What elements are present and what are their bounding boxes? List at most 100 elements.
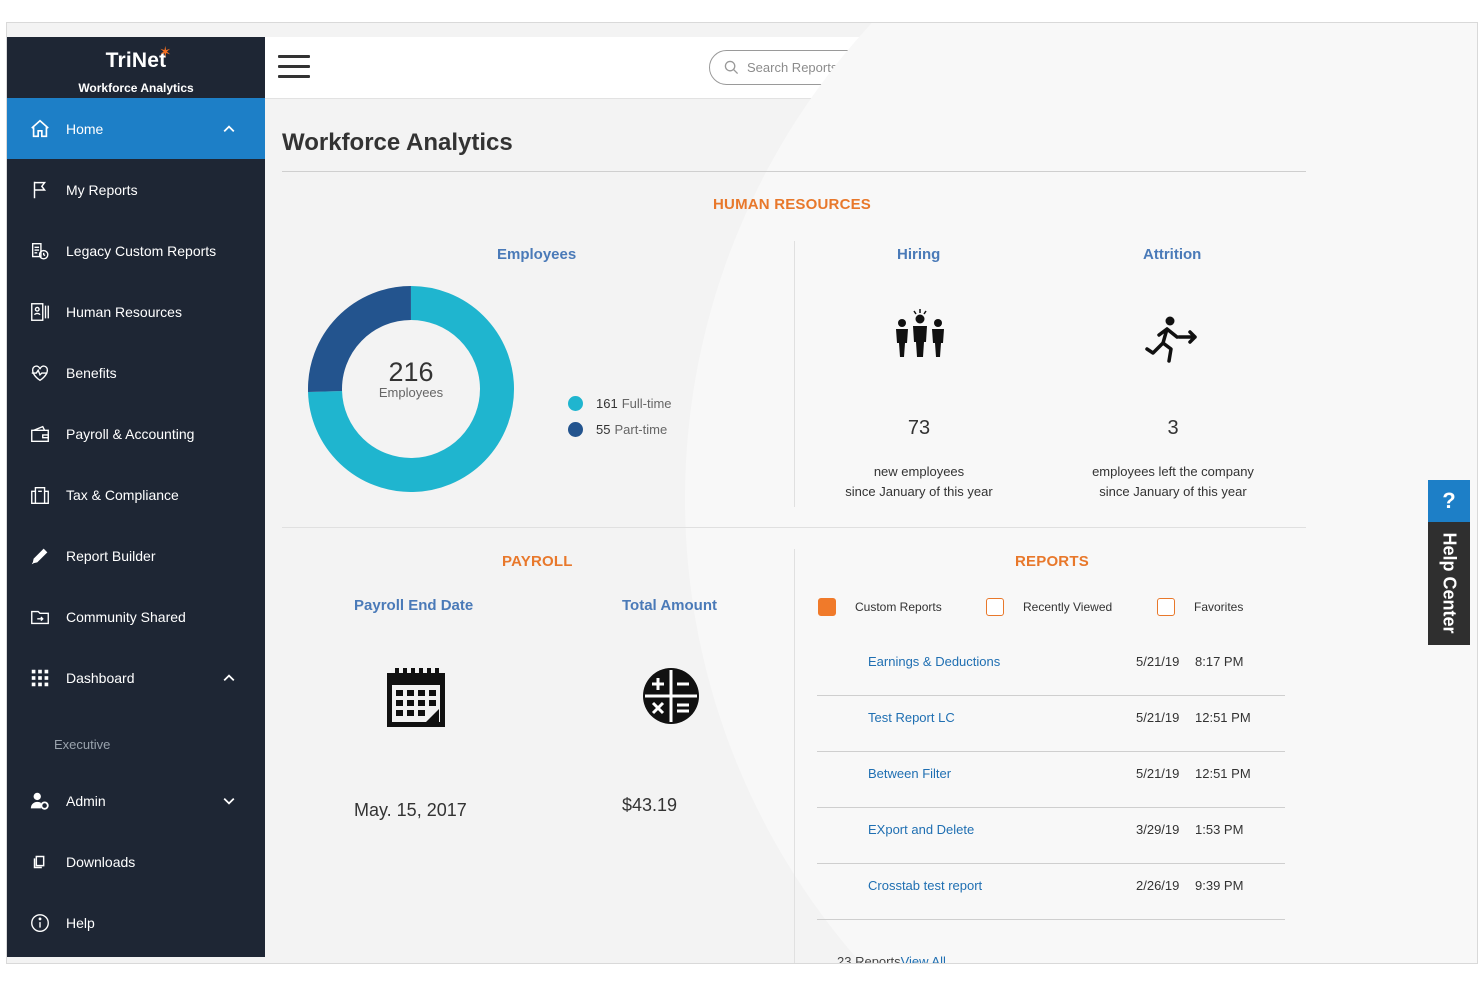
table-row[interactable]: Between Filter 5/21/19 12:51 PM [817, 752, 1285, 808]
brand-product: Workforce Analytics [78, 81, 194, 95]
report-link[interactable]: Earnings & Deductions [868, 654, 1001, 669]
sidebar-item-label: Downloads [66, 853, 136, 870]
shared-folder-icon [29, 606, 51, 628]
sidebar-item-help[interactable]: Help [7, 892, 265, 953]
sidebar-item-label: Community Shared [66, 608, 186, 625]
hr-section-title: HUMAN RESOURCES [713, 196, 872, 213]
help-center-label: Help Center [1439, 532, 1460, 634]
parttime-dot [568, 422, 583, 437]
report-date: 2/26/19 [1136, 878, 1180, 893]
search-box[interactable] [709, 50, 938, 85]
sidebar-item-label: My Reports [66, 181, 138, 198]
sidebar-item-report-builder[interactable]: Report Builder [7, 525, 265, 586]
table-row[interactable]: Test Report LC 5/21/19 12:51 PM [817, 696, 1285, 752]
report-link[interactable]: EXport and Delete [868, 822, 975, 837]
report-time: 12:51 PM [1195, 766, 1251, 781]
parttime-arc [308, 286, 412, 392]
sidebar-item-benefits[interactable]: Benefits [7, 342, 265, 403]
report-time: 8:17 PM [1195, 654, 1244, 669]
notification-bell-icon[interactable] [1232, 55, 1258, 83]
sidebar-item-admin[interactable]: Admin [7, 770, 265, 831]
app-frame: TriNet ✶ Workforce Analytics Home My Rep… [7, 23, 1477, 963]
running-person-icon [1145, 315, 1201, 365]
report-date: 5/21/19 [1136, 710, 1180, 725]
tab-recently-viewed[interactable]: Recently Viewed [986, 598, 1112, 616]
brand-logo[interactable]: TriNet ✶ Workforce Analytics [7, 37, 265, 98]
payroll-end-date-title: Payroll End Date [354, 597, 474, 614]
admin-gear-icon [29, 790, 51, 812]
building-icon [29, 484, 51, 506]
recently-viewed-checkbox[interactable] [986, 598, 1004, 616]
table-row[interactable]: EXport and Delete 3/29/19 1:53 PM [817, 808, 1285, 864]
search-input[interactable] [745, 59, 919, 76]
sidebar-item-downloads[interactable]: Downloads [7, 831, 265, 892]
sidebar-item-label: Tax & Compliance [66, 486, 179, 503]
chevron-down-icon[interactable] [219, 791, 239, 811]
sidebar-item-home[interactable]: Home [7, 98, 265, 159]
employees-title: Employees [497, 246, 577, 263]
favorites-checkbox[interactable] [1157, 598, 1175, 616]
pointer-settings-icon[interactable] [1429, 53, 1461, 85]
help-center-tab[interactable]: ? Help Center [1428, 480, 1470, 645]
sidebar-item-label: Dashboard [66, 669, 135, 686]
sidebar-item-legacy-custom-reports[interactable]: Legacy Custom Reports [7, 220, 265, 281]
tab-custom-reports[interactable]: Custom Reports [818, 598, 942, 616]
sidebar-item-label: Benefits [66, 364, 117, 381]
chevron-up-icon[interactable] [219, 668, 239, 688]
view-all-link[interactable]: View All [900, 954, 946, 963]
calculator-icon [642, 667, 700, 725]
brand-spark-icon: ✶ [159, 44, 172, 61]
report-time: 12:51 PM [1195, 710, 1251, 725]
sidebar-item-label: Home [66, 120, 104, 137]
page-title: Workforce Analytics [282, 129, 513, 156]
section-divider [282, 527, 1306, 528]
reports-section-title: REPORTS [1015, 553, 1089, 570]
attrition-count: 3 [1167, 417, 1179, 439]
avatar[interactable]: JB [1275, 49, 1313, 87]
sidebar-item-my-reports[interactable]: My Reports [7, 159, 265, 220]
report-link[interactable]: Crosstab test report [868, 878, 983, 893]
menu-icon[interactable] [278, 55, 310, 81]
info-icon [29, 912, 51, 934]
flag-icon [29, 179, 51, 201]
sidebar-item-label: Payroll & Accounting [66, 425, 195, 442]
sidebar-item-label: Admin [66, 792, 106, 809]
hiring-count: 73 [907, 417, 931, 439]
sidebar-item-dashboard[interactable]: Dashboard [7, 647, 265, 708]
custom-reports-checkbox[interactable] [818, 598, 836, 616]
report-link[interactable]: Between Filter [868, 766, 952, 781]
chevron-up-icon[interactable] [219, 119, 239, 139]
question-icon: ? [1428, 480, 1470, 522]
sidebar-item-label: Human Resources [66, 303, 182, 320]
sidebar-item-tax-compliance[interactable]: Tax & Compliance [7, 464, 265, 525]
report-date: 3/29/19 [1136, 822, 1180, 837]
sidebar-item-payroll-accounting[interactable]: Payroll & Accounting [7, 403, 265, 464]
calendar-icon [385, 667, 447, 729]
report-date: 5/21/19 [1136, 766, 1180, 781]
hr-divider [794, 241, 795, 507]
sidebar: TriNet ✶ Workforce Analytics Home My Rep… [7, 37, 265, 957]
hiring-description: new employees since January of this year [845, 464, 993, 499]
tab-favorites[interactable]: Favorites [1157, 598, 1243, 616]
sidebar-item-community-shared[interactable]: Community Shared [7, 586, 265, 647]
sidebar-item-human-resources[interactable]: Human Resources [7, 281, 265, 342]
grid-icon [29, 667, 51, 689]
sidebar-subitem-executive[interactable]: Executive [54, 737, 111, 752]
report-link[interactable]: Test Report LC [868, 710, 955, 725]
sidebar-item-label: Legacy Custom Reports [66, 242, 217, 259]
last-login: Last Login: 5/22/19 9:32 AM [1323, 63, 1404, 87]
payroll-reports-divider [794, 549, 795, 963]
reports-count: 23 ReportsView All [837, 954, 946, 963]
total-amount: $43.19 [622, 795, 678, 815]
attrition-description: employees left the company since January… [1092, 464, 1254, 499]
table-row[interactable]: Crosstab test report 2/26/19 9:39 PM [817, 864, 1285, 920]
fulltime-dot [568, 396, 583, 411]
report-date: 5/21/19 [1136, 654, 1180, 669]
report-time: 9:39 PM [1195, 878, 1244, 893]
table-row[interactable]: Earnings & Deductions 5/21/19 8:17 PM [817, 640, 1285, 696]
people-group-icon [892, 307, 948, 363]
total-amount-title: Total Amount [622, 597, 717, 614]
legacy-reports-icon [29, 240, 51, 262]
home-icon [29, 118, 51, 140]
pencil-icon [29, 545, 51, 567]
